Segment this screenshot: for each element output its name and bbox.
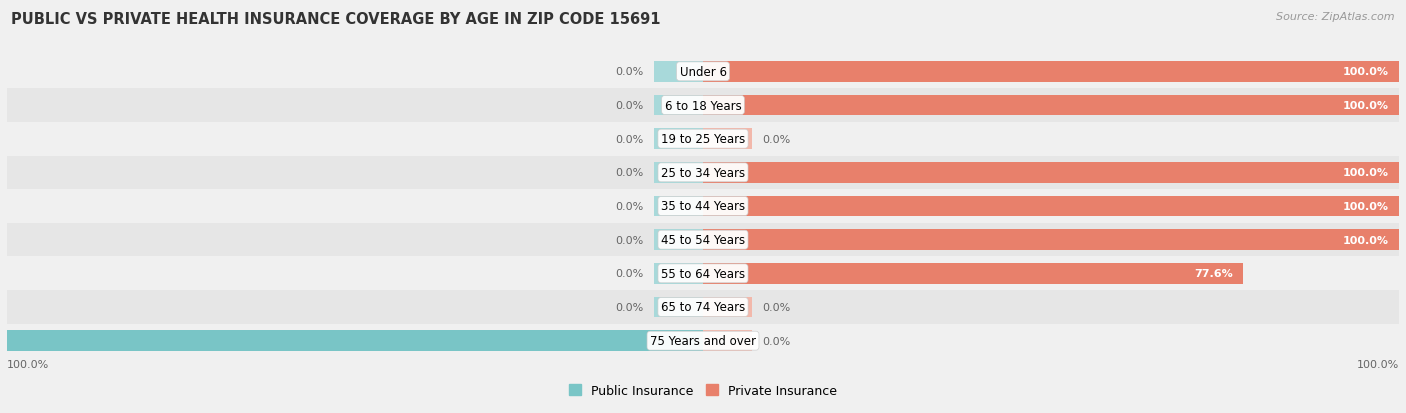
Text: PUBLIC VS PRIVATE HEALTH INSURANCE COVERAGE BY AGE IN ZIP CODE 15691: PUBLIC VS PRIVATE HEALTH INSURANCE COVER… — [11, 12, 661, 27]
Bar — [654, 297, 703, 318]
Text: 0.0%: 0.0% — [616, 134, 644, 144]
Bar — [654, 162, 703, 183]
Text: 100.0%: 100.0% — [1343, 168, 1389, 178]
Text: 100.0%: 100.0% — [1343, 202, 1389, 211]
Bar — [654, 62, 703, 83]
Bar — [703, 196, 1399, 217]
Bar — [703, 263, 1243, 284]
Bar — [703, 95, 1399, 116]
Text: Under 6: Under 6 — [679, 66, 727, 78]
Text: 0.0%: 0.0% — [762, 302, 790, 312]
Bar — [0, 123, 1406, 156]
Bar — [703, 297, 752, 318]
Bar — [0, 324, 1406, 358]
Text: 35 to 44 Years: 35 to 44 Years — [661, 200, 745, 213]
Bar — [0, 89, 1406, 123]
Text: 65 to 74 Years: 65 to 74 Years — [661, 301, 745, 314]
Bar — [0, 257, 1406, 290]
Bar — [703, 129, 752, 150]
Bar — [0, 156, 1406, 190]
Text: 45 to 54 Years: 45 to 54 Years — [661, 234, 745, 247]
Text: 0.0%: 0.0% — [616, 168, 644, 178]
Bar — [0, 223, 1406, 257]
Text: Source: ZipAtlas.com: Source: ZipAtlas.com — [1277, 12, 1395, 22]
Text: 0.0%: 0.0% — [762, 336, 790, 346]
Bar — [703, 230, 1399, 251]
Bar — [654, 230, 703, 251]
Bar — [703, 330, 752, 351]
Text: 100.0%: 100.0% — [1343, 235, 1389, 245]
Text: 0.0%: 0.0% — [762, 134, 790, 144]
Text: 0.0%: 0.0% — [616, 67, 644, 77]
Text: 75 Years and over: 75 Years and over — [650, 335, 756, 347]
Text: 19 to 25 Years: 19 to 25 Years — [661, 133, 745, 146]
Bar — [0, 190, 1406, 223]
Legend: Public Insurance, Private Insurance: Public Insurance, Private Insurance — [564, 379, 842, 402]
Text: 0.0%: 0.0% — [616, 101, 644, 111]
Text: 100.0%: 100.0% — [1343, 101, 1389, 111]
Bar — [703, 62, 1399, 83]
Text: 100.0%: 100.0% — [1357, 359, 1399, 369]
Text: 0.0%: 0.0% — [616, 302, 644, 312]
Text: 55 to 64 Years: 55 to 64 Years — [661, 267, 745, 280]
Text: 77.6%: 77.6% — [1194, 269, 1233, 279]
Text: 100.0%: 100.0% — [1343, 67, 1389, 77]
Text: 0.0%: 0.0% — [616, 202, 644, 211]
Bar — [703, 162, 1399, 183]
Bar — [654, 196, 703, 217]
Bar — [0, 55, 1406, 89]
Bar — [654, 129, 703, 150]
Text: 6 to 18 Years: 6 to 18 Years — [665, 99, 741, 112]
Bar — [7, 330, 703, 351]
Bar — [654, 263, 703, 284]
Bar — [654, 95, 703, 116]
Text: 100.0%: 100.0% — [7, 359, 49, 369]
Bar — [0, 290, 1406, 324]
Text: 0.0%: 0.0% — [616, 269, 644, 279]
Text: 0.0%: 0.0% — [616, 235, 644, 245]
Text: 25 to 34 Years: 25 to 34 Years — [661, 166, 745, 179]
